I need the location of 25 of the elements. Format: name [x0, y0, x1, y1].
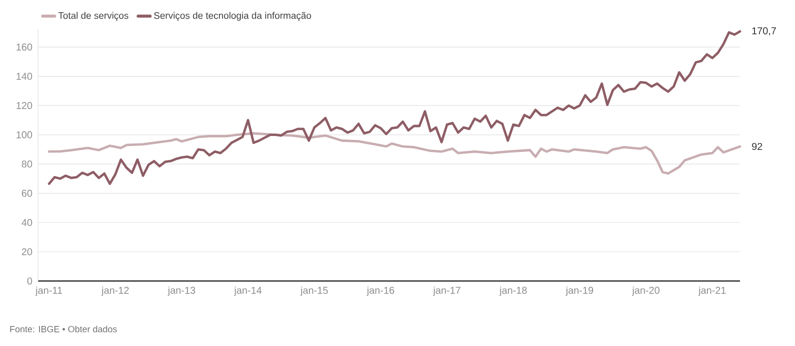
- legend-label: Total de serviços: [58, 12, 128, 21]
- x-tick-label: jan-15: [300, 286, 328, 296]
- source-note: Fonte: IBGE • Obter dados: [10, 326, 117, 332]
- x-tick-label: jan-11: [35, 286, 62, 296]
- annotation: 92: [752, 142, 762, 150]
- y-tick-label: 120: [16, 102, 32, 110]
- x-tick-label: jan-20: [632, 286, 660, 296]
- x-tick-label: jan-13: [168, 286, 196, 296]
- y-tick-label: 60: [22, 190, 32, 197]
- x-tick-label: jan-12: [101, 286, 129, 296]
- y-tick-label: 140: [16, 72, 32, 80]
- y-tick-label: 160: [16, 44, 32, 51]
- y-tick-label: 80: [22, 160, 32, 168]
- x-tick-label: jan-18: [499, 286, 527, 296]
- x-tick-label: jan-17: [432, 286, 460, 296]
- x-tick-label: jan-19: [566, 286, 594, 296]
- y-tick-label: 0: [27, 277, 32, 285]
- y-tick-label: 20: [22, 248, 32, 256]
- x-tick-label: jan-21: [698, 286, 726, 296]
- x-tick-label: jan-14: [234, 286, 262, 296]
- y-tick-label: 100: [16, 131, 32, 138]
- y-tick-label: 40: [22, 218, 32, 226]
- x-tick-label: jan-16: [366, 286, 394, 296]
- annotation: 170,7: [752, 27, 776, 36]
- legend-label: Serviços de tecnologia da informação: [154, 12, 312, 21]
